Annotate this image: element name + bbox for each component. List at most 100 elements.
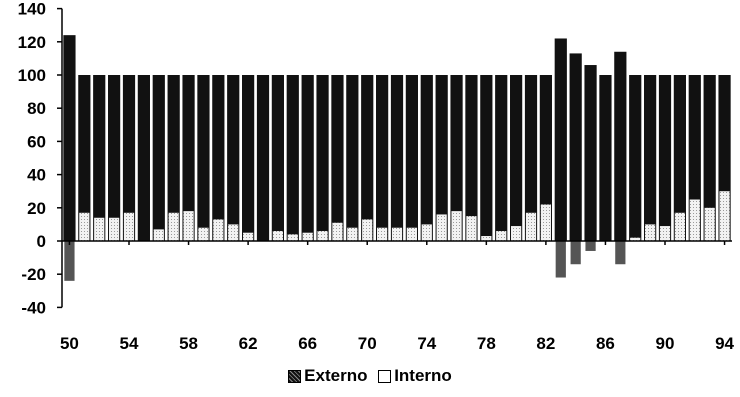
x-tick-label: 50 <box>60 334 79 353</box>
y-tick-label: 120 <box>18 33 46 52</box>
externo-bar <box>435 75 448 241</box>
y-tick-label: 60 <box>27 132 46 151</box>
interno-bar <box>332 222 343 241</box>
interno-bar <box>466 216 477 241</box>
externo-bar <box>361 75 374 241</box>
externo-bar <box>78 75 91 241</box>
interno-bar <box>496 231 507 241</box>
legend-swatch-interno <box>378 369 392 383</box>
externo-bar <box>152 75 165 241</box>
externo-bar <box>510 75 523 241</box>
externo-bar <box>227 75 240 241</box>
externo-bar <box>212 75 225 241</box>
externo-bar <box>197 75 210 241</box>
interno-bar <box>436 214 447 241</box>
y-tick-label: 100 <box>18 66 46 85</box>
interno-bar <box>64 241 75 281</box>
interno-bar <box>674 212 685 241</box>
interno-bar <box>540 204 551 241</box>
interno-bar <box>689 199 700 241</box>
y-tick-label: 20 <box>27 199 46 218</box>
interno-bar <box>391 227 403 241</box>
y-tick-label: -40 <box>21 298 46 317</box>
x-tick-label: 62 <box>239 334 258 353</box>
externo-bar <box>331 75 344 241</box>
externo-bar <box>658 75 672 241</box>
externo-bar <box>569 53 582 241</box>
externo-bar <box>450 75 463 241</box>
externo-bar <box>301 75 314 241</box>
interno-bar <box>451 211 462 241</box>
externo-bar <box>673 75 686 241</box>
externo-bar <box>122 75 136 241</box>
interno-bar <box>585 241 596 251</box>
x-tick-label: 58 <box>179 334 198 353</box>
interno-bar <box>421 224 432 241</box>
x-tick-label: 70 <box>358 334 377 353</box>
externo-bar <box>376 75 389 241</box>
interno-bar <box>362 219 373 241</box>
y-tick-label: 0 <box>37 232 46 251</box>
externo-bar <box>599 75 612 241</box>
externo-bar <box>182 75 195 241</box>
interno-bar <box>525 212 537 241</box>
externo-bar <box>405 75 418 241</box>
x-tick-label: 82 <box>536 334 555 353</box>
externo-bar <box>584 65 597 241</box>
externo-bar <box>420 75 433 241</box>
y-axis-ticks: -40 -20 0 20 40 60 80 100 120 140 <box>18 0 62 317</box>
externo-bar <box>554 38 567 242</box>
interno-bar <box>153 229 164 241</box>
externo-bar <box>93 75 106 241</box>
y-tick-label: 140 <box>18 0 46 19</box>
externo-bar <box>316 75 329 241</box>
interno-bar <box>168 212 179 241</box>
legend-item-externo: Externo <box>288 366 367 386</box>
interno-bar <box>123 212 135 241</box>
interno-bar <box>659 226 671 241</box>
externo-series <box>63 35 731 242</box>
externo-bar <box>539 75 552 241</box>
interno-bar <box>511 226 522 241</box>
y-tick-label: 80 <box>27 99 46 118</box>
x-tick-label: 94 <box>715 334 734 353</box>
externo-bar <box>465 75 478 241</box>
externo-bar <box>271 75 284 241</box>
x-tick-label: 54 <box>120 334 139 353</box>
externo-bar <box>629 75 642 241</box>
externo-bar <box>644 75 657 241</box>
interno-bar <box>79 212 90 241</box>
interno-bar <box>228 224 239 241</box>
externo-bar <box>63 35 76 241</box>
y-tick-label: -20 <box>21 265 46 284</box>
legend-swatch-externo <box>288 369 302 383</box>
legend-label-externo: Externo <box>304 366 368 385</box>
x-tick-label: 74 <box>417 334 436 353</box>
interno-bar <box>272 231 283 241</box>
x-axis-ticks: 50 54 58 62 66 70 74 78 82 86 90 94 <box>60 241 735 353</box>
externo-bar <box>137 75 150 241</box>
y-tick-label: 40 <box>27 166 46 185</box>
interno-bar <box>719 191 730 241</box>
externo-bar <box>167 75 180 241</box>
interno-bar <box>704 207 715 241</box>
x-tick-label: 78 <box>477 334 496 353</box>
interno-bar <box>630 237 641 241</box>
interno-bar <box>302 232 313 241</box>
interno-bar <box>109 217 120 241</box>
interno-bar <box>317 231 328 241</box>
interno-bar <box>287 234 298 241</box>
externo-bar <box>286 75 299 241</box>
externo-bar <box>495 75 508 241</box>
interno-bar <box>570 241 581 265</box>
x-tick-label: 90 <box>656 334 675 353</box>
externo-bar <box>242 75 255 241</box>
interno-bar <box>243 232 254 241</box>
interno-bar <box>481 236 492 241</box>
interno-bar <box>347 227 358 241</box>
interno-bar <box>555 241 566 278</box>
externo-bar <box>614 51 627 242</box>
externo-bar <box>524 75 538 241</box>
x-tick-label: 86 <box>596 334 615 353</box>
